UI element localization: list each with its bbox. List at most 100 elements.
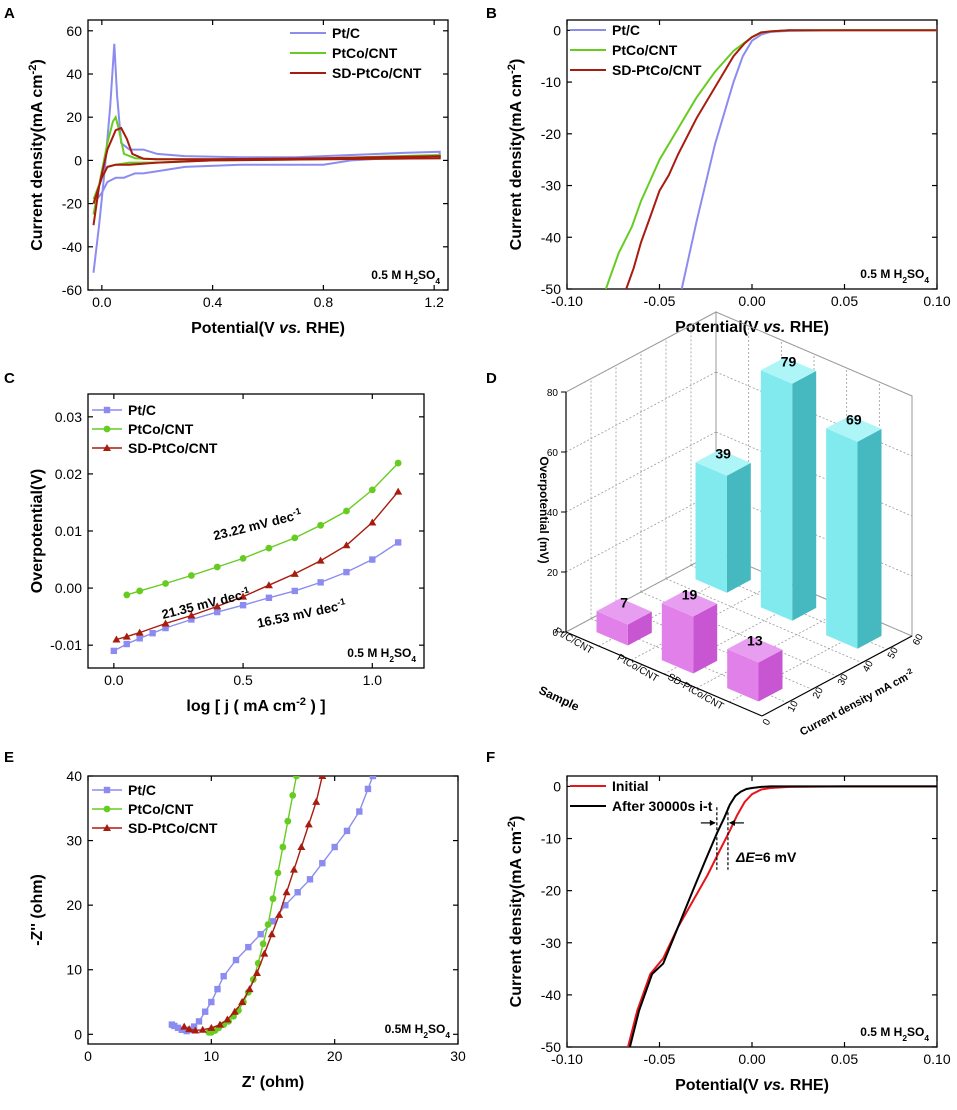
x-axis-label: log [ j ( mA cm-2 ) ] (186, 696, 325, 715)
legend-label: Pt/C (128, 782, 156, 798)
data-point (110, 647, 118, 655)
bar-side (758, 649, 783, 702)
panel-A: A 0.0 0.4 0.8 1.2 -60 -40 -20 0 20 40 60 Potential(V… (4, 5, 449, 337)
data-point (207, 1023, 216, 1031)
data-point (312, 797, 321, 805)
legend-label: SD-PtCo/CNT (332, 65, 422, 81)
data-point (282, 888, 291, 896)
y-tick-label: -20 (541, 883, 561, 899)
data-point (265, 544, 273, 552)
data-point (198, 1025, 207, 1033)
data-point (343, 507, 350, 515)
data-point (112, 635, 121, 643)
text-span: 0.5M H (385, 1022, 424, 1036)
annotation-electrolyte: 0.5 M H2SO4 (860, 267, 929, 285)
plot-frame (566, 19, 938, 290)
text-span: -2 (903, 666, 913, 677)
y-tick-label: 10 (66, 962, 82, 978)
data-point (238, 998, 247, 1006)
category-label: SD-PtCo/CNT (665, 672, 725, 713)
legend-marker (103, 425, 111, 433)
text-span: 0.5 M H (371, 268, 413, 282)
bar-value-label: 13 (747, 632, 763, 648)
annotation-electrolyte: 0.5M H2SO4 (385, 1022, 451, 1040)
y-tick-label: 40 (66, 66, 82, 82)
panel-letter: C (4, 370, 15, 387)
bar-value-label: 69 (846, 412, 862, 428)
text-span: RHE) (301, 320, 345, 337)
text-span: Current density(mA cm (508, 831, 525, 1007)
data-point (208, 998, 215, 1006)
category-label: PtCo/CNT (615, 652, 660, 684)
text-span: Current density(mA cm (29, 74, 46, 250)
legend-label: Pt/C (128, 402, 156, 418)
y-axis-label: Current density(mA cm-2) (27, 59, 46, 251)
y-tick-label: -20 (541, 126, 561, 142)
y-tick-label: -60 (62, 282, 82, 298)
data-point (368, 518, 377, 526)
x-tick-label: 0.4 (203, 294, 223, 310)
x-tick-label: 0.0 (104, 672, 124, 688)
y-tick-label: -50 (541, 281, 561, 297)
data-point (368, 486, 376, 494)
series-line-PtCo/CNT (92, 114, 441, 215)
y-tick-label: -30 (541, 178, 561, 194)
data-point (239, 602, 247, 609)
bar-side (693, 603, 718, 674)
data-point (214, 608, 221, 616)
legend-marker (103, 786, 111, 794)
y-tick-label: 0.00 (55, 580, 82, 596)
bar-front (596, 611, 628, 646)
x-tick-label: 1.2 (424, 294, 444, 310)
slope-label: 21.35 mV dec-1 (160, 585, 252, 622)
series-line-Pt/C (92, 43, 441, 273)
data-point (162, 624, 169, 632)
plot-frame (566, 775, 938, 1048)
text-span: SO (907, 267, 924, 281)
annotation-electrolyte: 0.5 M H2SO4 (347, 646, 416, 664)
bar-value-label: 7 (620, 594, 628, 610)
data-point (220, 972, 227, 980)
text-span: ΔE (735, 849, 755, 865)
data-point (275, 910, 284, 918)
y-axis-label: Current density(mA cm-2) (506, 59, 525, 251)
text-span: ) (508, 816, 525, 821)
panel-C: C 0.0 0.5 1.0 -0.01 0.00 0.01 0.02 0.03 log [ j (… (4, 370, 425, 715)
data-point (364, 785, 372, 793)
data-point (369, 556, 376, 563)
depth-tick-label: 60 (911, 632, 926, 647)
y-axis-label: -Z'' (ohm) (29, 874, 46, 946)
data-point (174, 1024, 182, 1032)
text-span: RHE) (785, 319, 829, 336)
x-tick-label: 20 (327, 1048, 343, 1064)
text-span: 2 (413, 276, 418, 286)
panel-letter: B (486, 5, 497, 22)
data-point (289, 791, 297, 799)
text-span: 4 (445, 1030, 450, 1040)
legend-label: PtCo/CNT (612, 42, 678, 58)
delta-arrowhead-right (728, 819, 735, 826)
bar-value-label: 79 (781, 354, 797, 370)
x-tick-label: 0.10 (923, 293, 950, 309)
x-tick-label: -0.10 (551, 1051, 583, 1067)
text-span: 2 (423, 1030, 428, 1040)
legend-label: PtCo/CNT (128, 421, 194, 437)
legend-label: Pt/C (332, 25, 360, 41)
data-point (245, 943, 252, 951)
data-point (180, 1022, 189, 1030)
data-point (214, 985, 221, 993)
text-span: 4 (411, 654, 416, 664)
text-span: Overpotential(V) (29, 469, 46, 593)
depth-tick-label: 20 (811, 685, 826, 700)
data-point (191, 1026, 200, 1034)
text-span: 4 (924, 275, 929, 285)
y-tick-label: -0.01 (50, 637, 82, 653)
grid-line (565, 311, 717, 393)
text-span: Potential(V (675, 1077, 763, 1094)
data-point (171, 1022, 178, 1030)
x-tick-label: 10 (204, 1048, 220, 1064)
sample-axis-label: Sample (537, 683, 582, 714)
text-span: SO (428, 1022, 445, 1036)
y-tick-label: 0 (74, 1026, 82, 1042)
data-point (245, 985, 254, 993)
